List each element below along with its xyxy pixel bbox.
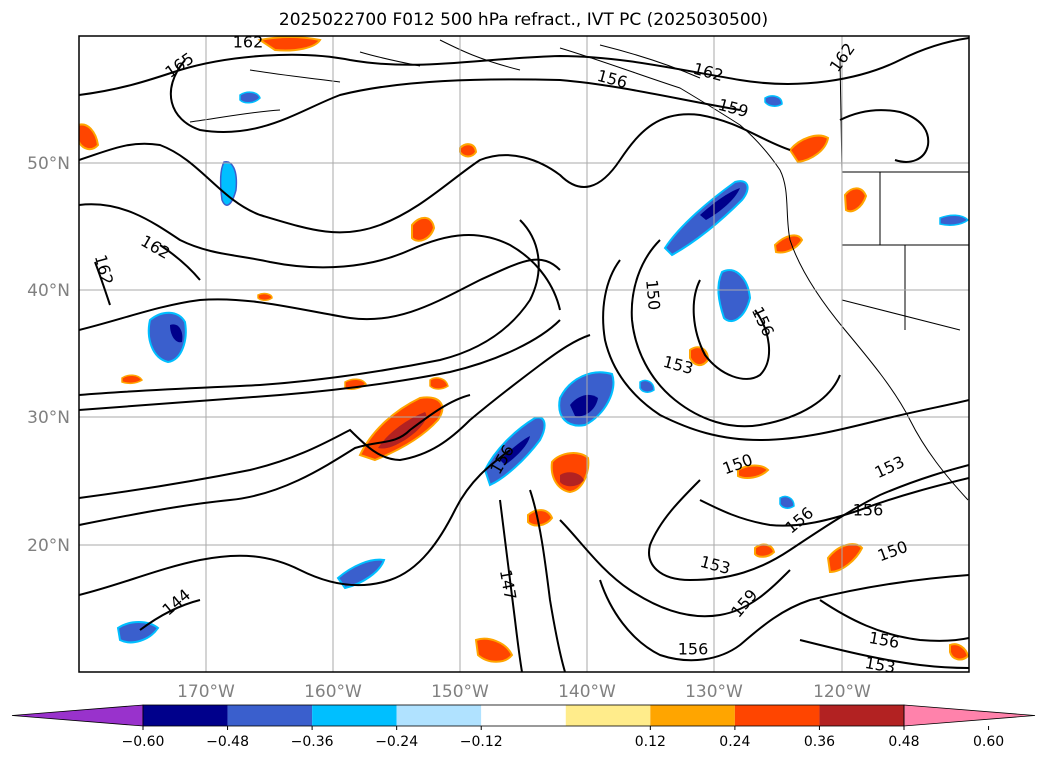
colorbar-segment [312,705,397,726]
contour-label: 162 [233,33,264,52]
lon-label-140w: 140°W [558,682,616,702]
colorbar-tick-label: −0.12 [460,734,503,750]
colorbar-tick-labels: −0.60 −0.48 −0.36 −0.24 −0.12 0.12 0.24 0.36 0.4… [122,726,1005,750]
colorbar-segment [566,705,651,726]
longitude-labels: 170°W 160°W 150°W 140°W 130°W 120°W [177,682,871,702]
contour-label: 156 [853,501,884,520]
lat-label-40n: 40°N [27,281,70,301]
lat-label-50n: 50°N [27,154,70,174]
contour-label: 153 [863,653,896,677]
contour-label: 150 [642,279,664,311]
lon-label-170w: 170°W [177,682,235,702]
colorbar-tick-label: −0.24 [375,734,418,750]
colorbar-segment [143,705,228,726]
colorbar-tick-label: 0.48 [888,734,919,750]
colorbar-tick-label: −0.36 [291,734,334,750]
colorbar-tick-label: 0.36 [804,734,835,750]
latitude-labels: 50°N 40°N 30°N 20°N [27,154,70,556]
lon-label-150w: 150°W [431,682,489,702]
colorbar-tick-label: −0.60 [122,734,165,750]
colorbar-segment [228,705,313,726]
colorbar-tick-label: 0.24 [719,734,750,750]
colorbar-extension-high [904,705,1035,726]
colorbar-tick-label: 0.60 [973,734,1004,750]
lat-label-20n: 20°N [27,536,70,556]
lon-label-160w: 160°W [304,682,362,702]
colorbar-segment [650,705,735,726]
colorbar-tick-label: 0.12 [635,734,666,750]
colorbar-tick-label: −0.48 [206,734,249,750]
colorbar-segment [481,705,566,726]
colorbar-extension-low [12,705,143,726]
colorbar-segment [397,705,482,726]
colorbar [12,705,1035,726]
refractivity-map: 165162156 162159162162162150156153150 1531… [0,0,1047,765]
lat-label-30n: 30°N [27,408,70,428]
lon-label-130w: 130°W [685,682,743,702]
colorbar-segment [819,705,904,726]
lon-label-120w: 120°W [813,682,871,702]
contour-label: 156 [678,640,709,659]
colorbar-segment [735,705,820,726]
